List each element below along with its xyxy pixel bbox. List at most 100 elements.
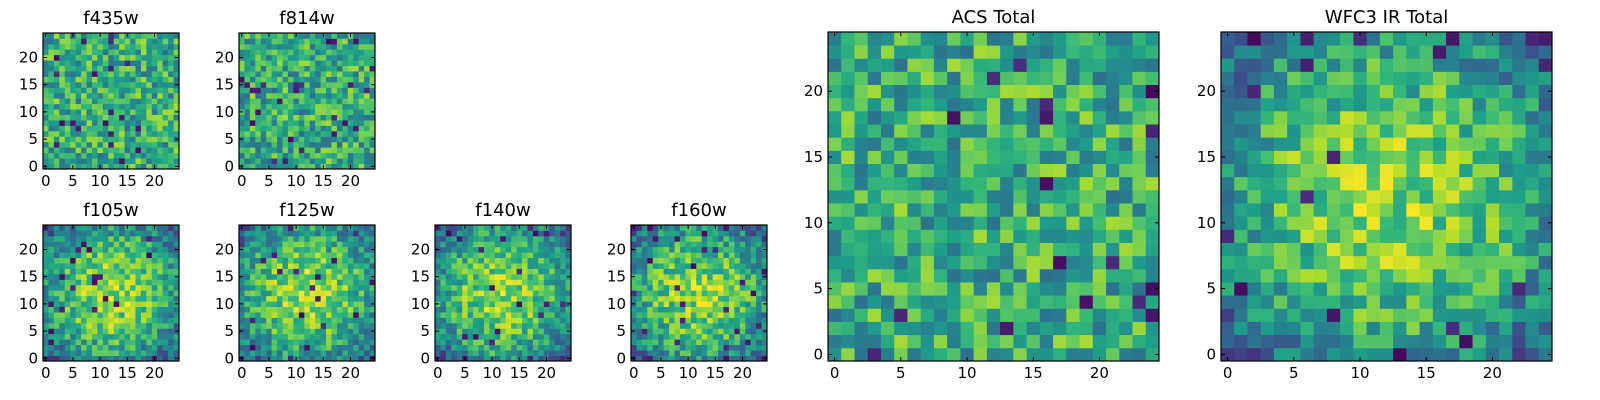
heatmap-cell: [287, 339, 294, 346]
heatmap-cell: [244, 120, 251, 126]
heatmap-cell: [1340, 347, 1354, 362]
heatmap-cell: [130, 71, 136, 77]
heatmap-cell: [151, 120, 158, 126]
heatmap-cell: [1432, 203, 1447, 217]
heatmap-cell: [336, 136, 343, 143]
heatmap-cell: [641, 317, 648, 324]
heatmap-cell: [1106, 189, 1120, 204]
heatmap-cell: [119, 339, 125, 346]
heatmap-cell: [707, 241, 713, 248]
heatmap-cell: [511, 312, 517, 318]
heatmap-cell: [543, 350, 550, 356]
heatmap-cell: [146, 109, 153, 115]
heatmap-cell: [320, 317, 327, 324]
heatmap-cell: [124, 301, 131, 307]
heatmap-cell: [53, 109, 60, 115]
heatmap-cell: [828, 97, 842, 112]
heatmap-cell: [435, 295, 441, 302]
heatmap-cell: [364, 344, 370, 351]
heatmap-cell: [1106, 124, 1120, 138]
heatmap-cell: [1000, 32, 1014, 46]
heatmap-cell: [113, 152, 120, 159]
heatmap-cell: [347, 279, 354, 286]
heatmap-cell: [1000, 84, 1014, 99]
heatmap-cell: [1366, 334, 1381, 349]
heatmap-cell: [86, 312, 93, 318]
heatmap-cell: [532, 322, 539, 329]
heatmap-cell: [451, 328, 458, 335]
heatmap-cell: [91, 136, 98, 143]
heatmap-cell: [745, 246, 752, 253]
heatmap-cell: [1406, 295, 1420, 309]
heatmap-cell: [1132, 45, 1147, 59]
heatmap-cell: [315, 141, 321, 148]
heatmap-cell: [907, 45, 922, 59]
heatmap-cell: [239, 60, 245, 67]
heatmap-cell: [81, 125, 87, 132]
heatmap-cell: [326, 279, 332, 286]
heatmap-cell: [102, 295, 109, 302]
heatmap-cell: [1000, 334, 1014, 349]
heatmap-cell: [130, 252, 136, 259]
heatmap-cell: [146, 295, 153, 302]
heatmap-cell: [440, 225, 447, 231]
heatmap-cell: [271, 350, 278, 356]
heatmap-cell: [369, 92, 376, 99]
heatmap-cell: [326, 109, 332, 115]
heatmap-cell: [451, 235, 458, 242]
heatmap-cell: [986, 334, 1001, 349]
heatmap-cell: [554, 355, 561, 362]
heatmap-cell: [102, 328, 109, 335]
heatmap-cell: [652, 350, 659, 356]
heatmap-cell: [271, 225, 278, 231]
heatmap-cell: [712, 306, 719, 313]
heatmap-cell: [146, 54, 153, 61]
heatmap-cell: [162, 152, 169, 159]
heatmap-cell: [271, 98, 278, 105]
heatmap-cell: [894, 176, 908, 191]
heatmap-cell: [266, 279, 273, 286]
heatmap-cell: [1234, 334, 1248, 349]
heatmap-cell: [494, 230, 501, 237]
heatmap-cell: [59, 263, 66, 269]
heatmap-cell: [347, 263, 354, 269]
heatmap-cell: [701, 225, 708, 231]
heatmap-cell: [636, 235, 643, 242]
x-tick-label: 10: [679, 364, 698, 382]
heatmap-cell: [511, 235, 517, 242]
heatmap-cell: [342, 76, 349, 83]
heatmap-cell: [445, 279, 452, 286]
heatmap-cell: [157, 322, 164, 329]
heatmap-cell: [960, 295, 975, 309]
heatmap-cell: [326, 136, 332, 143]
heatmap-cell: [97, 125, 104, 132]
heatmap-cell: [685, 339, 692, 346]
heatmap-cell: [685, 279, 692, 286]
heatmap-cell: [1525, 268, 1540, 283]
heatmap-cell: [151, 301, 158, 307]
heatmap-cell: [342, 328, 349, 335]
heatmap-cell: [728, 225, 735, 231]
heatmap-cell: [266, 43, 273, 50]
heatmap-cell: [894, 308, 908, 322]
heatmap-cell: [59, 284, 66, 291]
heatmap-cell: [249, 263, 256, 269]
heatmap-cell: [718, 235, 724, 242]
heatmap-cell: [173, 152, 180, 159]
heatmap-cell: [342, 235, 349, 242]
y-tick-label: 15: [607, 268, 626, 286]
heatmap-cell: [828, 176, 842, 191]
heatmap-cell: [287, 76, 294, 83]
heatmap-cell: [244, 306, 251, 313]
heatmap-cell: [239, 235, 245, 242]
heatmap-cell: [91, 328, 98, 335]
heatmap-cell: [124, 279, 131, 286]
heatmap-cell: [293, 109, 300, 115]
heatmap-cell: [309, 38, 316, 45]
y-tick-label: 10: [804, 214, 823, 232]
heatmap-cell: [505, 235, 512, 242]
heatmap-cell: [48, 158, 55, 164]
heatmap-cell: [947, 203, 961, 217]
heatmap-cell: [244, 60, 251, 67]
heatmap-cell: [358, 103, 365, 110]
